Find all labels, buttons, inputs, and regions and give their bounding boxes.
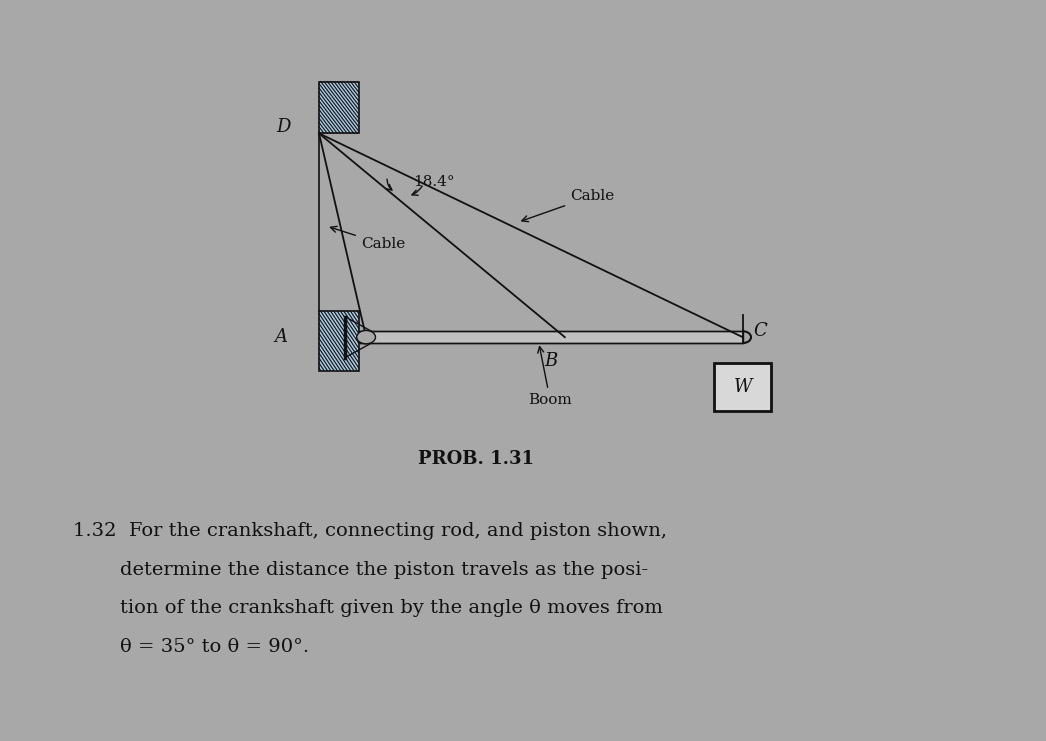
Text: Cable: Cable [522, 189, 614, 222]
Bar [319, 82, 359, 133]
Text: C: C [753, 322, 767, 340]
Bar [359, 331, 743, 343]
Text: D: D [276, 119, 291, 136]
Text: PROB. 1.31: PROB. 1.31 [418, 451, 533, 468]
Text: 1.32  For the crankshaft, connecting rod, and piston shown,: 1.32 For the crankshaft, connecting rod,… [73, 522, 667, 540]
Text: tion of the crankshaft given by the angle θ moves from: tion of the crankshaft given by the angl… [120, 599, 663, 617]
Bar [713, 363, 772, 411]
Circle shape [357, 330, 376, 344]
Text: Cable: Cable [331, 226, 405, 251]
Text: Boom: Boom [528, 347, 572, 407]
Bar [319, 311, 359, 370]
Text: θ = 35° to θ = 90°.: θ = 35° to θ = 90°. [120, 638, 310, 656]
Text: A: A [275, 328, 288, 346]
Text: W: W [733, 378, 752, 396]
Text: B: B [545, 352, 558, 370]
Text: determine the distance the piston travels as the posi-: determine the distance the piston travel… [120, 561, 649, 579]
Text: 18.4°: 18.4° [413, 175, 455, 188]
